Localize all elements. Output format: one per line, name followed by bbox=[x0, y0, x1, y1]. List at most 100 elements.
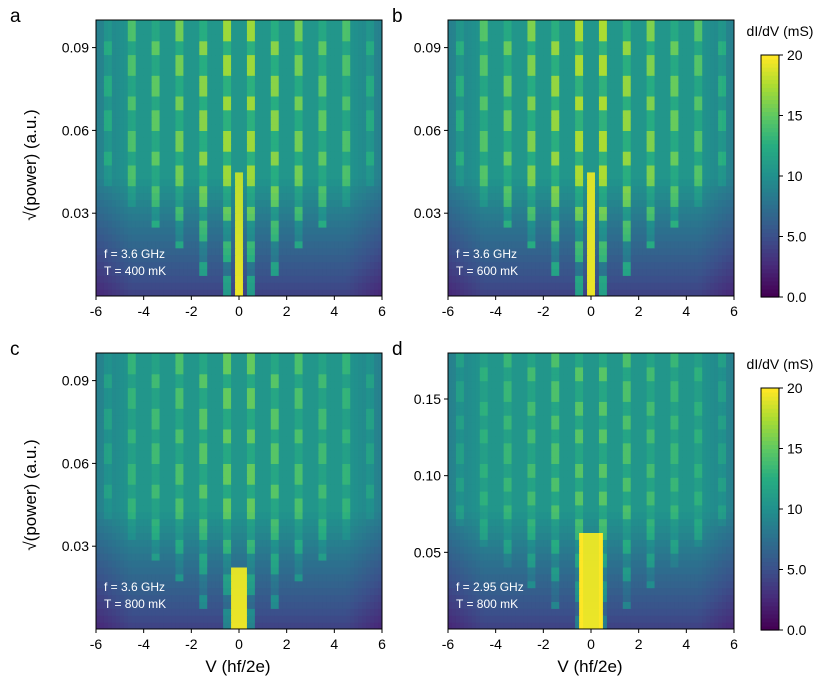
heatmap-cell bbox=[503, 240, 509, 249]
heatmap-cell bbox=[111, 33, 117, 42]
heatmap-cell bbox=[690, 151, 695, 159]
heatmap-cell bbox=[658, 171, 664, 180]
heatmap-cell bbox=[96, 61, 101, 69]
heatmap-cell bbox=[103, 227, 109, 235]
heatmap-cell bbox=[318, 26, 324, 35]
heatmap-cell bbox=[306, 26, 312, 35]
heatmap-cell bbox=[702, 130, 707, 138]
heatmap-cell bbox=[642, 130, 648, 138]
heatmap-cell bbox=[630, 213, 636, 221]
heatmap-cell bbox=[610, 158, 616, 166]
heatmap-cell bbox=[539, 233, 544, 242]
heatmap-cell bbox=[119, 109, 125, 118]
heatmap-cell bbox=[678, 144, 683, 152]
heatmap-cell bbox=[246, 116, 252, 125]
heatmap-cell bbox=[167, 261, 173, 269]
heatmap-cell bbox=[258, 68, 264, 76]
heatmap-cell bbox=[342, 275, 347, 283]
heatmap-cell bbox=[326, 268, 331, 276]
heatmap-cell bbox=[523, 109, 529, 118]
heatmap-cell bbox=[503, 247, 509, 256]
heatmap-cell bbox=[718, 130, 723, 138]
heatmap-cell bbox=[487, 282, 493, 290]
heatmap-cell bbox=[151, 178, 157, 187]
heatmap-cell bbox=[262, 268, 268, 276]
heatmap-cell bbox=[706, 109, 711, 118]
heatmap-cell bbox=[203, 199, 208, 207]
heatmap-cell bbox=[262, 275, 268, 283]
heatmap-cell bbox=[714, 220, 719, 228]
heatmap-cell bbox=[139, 227, 145, 235]
heatmap-cell bbox=[163, 26, 169, 35]
heatmap-cell bbox=[475, 102, 481, 111]
heatmap-cell bbox=[626, 227, 632, 235]
heatmap-cell bbox=[698, 102, 703, 111]
heatmap-cell bbox=[690, 240, 695, 249]
heatmap-cell bbox=[475, 268, 481, 276]
heatmap-cell bbox=[539, 261, 544, 269]
heatmap-cell bbox=[714, 261, 719, 269]
heatmap-cell bbox=[199, 68, 204, 76]
heatmap-cell bbox=[239, 240, 244, 249]
heatmap-cell bbox=[270, 68, 276, 76]
heatmap-cell bbox=[346, 164, 351, 173]
heatmap-cell bbox=[342, 227, 347, 235]
heatmap-cell bbox=[378, 233, 382, 242]
heatmap-cell bbox=[119, 268, 125, 276]
heatmap-cell bbox=[487, 144, 493, 152]
heatmap-cell bbox=[187, 220, 192, 228]
heatmap-cell bbox=[310, 151, 316, 159]
heatmap-cell bbox=[690, 282, 695, 290]
heatmap-cell bbox=[282, 227, 288, 235]
heatmap-cell bbox=[598, 289, 604, 296]
heatmap-cell bbox=[527, 95, 533, 104]
heatmap-cell bbox=[151, 95, 157, 104]
heatmap-cell bbox=[622, 220, 628, 228]
heatmap-cell bbox=[575, 213, 580, 221]
heatmap-cell bbox=[531, 227, 536, 235]
heatmap-cell bbox=[250, 102, 256, 111]
heatmap-cell bbox=[326, 254, 331, 263]
heatmap-cell bbox=[591, 261, 596, 269]
heatmap-cell bbox=[358, 233, 363, 242]
heatmap-cell bbox=[459, 151, 465, 159]
heatmap-cell bbox=[239, 192, 244, 200]
heatmap-cell bbox=[634, 199, 640, 207]
heatmap-cell bbox=[366, 123, 371, 131]
heatmap-cell bbox=[467, 240, 473, 249]
heatmap-cell bbox=[610, 171, 616, 180]
heatmap-cell bbox=[119, 213, 125, 221]
heatmap-cell bbox=[302, 95, 308, 104]
heatmap-cell bbox=[378, 178, 382, 187]
heatmap-cell bbox=[579, 130, 584, 138]
heatmap-cell bbox=[374, 247, 379, 256]
heatmap-cell bbox=[231, 137, 236, 145]
heatmap-cell bbox=[207, 158, 212, 166]
heatmap-cell bbox=[231, 213, 236, 221]
heatmap-cell bbox=[527, 109, 533, 118]
heatmap-cell bbox=[374, 185, 379, 194]
heatmap-cell bbox=[722, 233, 727, 242]
heatmap-cell bbox=[362, 178, 367, 187]
heatmap-cell bbox=[523, 102, 529, 111]
heatmap-cell bbox=[579, 137, 584, 145]
heatmap-cell bbox=[511, 261, 517, 269]
heatmap-cell bbox=[362, 213, 367, 221]
heatmap-cell bbox=[686, 206, 691, 214]
heatmap-cell bbox=[99, 185, 105, 194]
heatmap-cell bbox=[658, 206, 664, 214]
heatmap-cell bbox=[199, 289, 204, 296]
heatmap-cell bbox=[219, 137, 224, 145]
heatmap-cell bbox=[258, 109, 264, 118]
heatmap-cell bbox=[527, 123, 533, 131]
heatmap-cell bbox=[187, 178, 192, 187]
heatmap-cell bbox=[334, 61, 339, 69]
heatmap-cell bbox=[511, 171, 517, 180]
heatmap-cell bbox=[471, 102, 477, 111]
heatmap-cell bbox=[314, 151, 320, 159]
heatmap-cell bbox=[302, 199, 308, 207]
heatmap-cell bbox=[539, 220, 544, 228]
heatmap-cell bbox=[662, 289, 668, 296]
heatmap-cell bbox=[338, 178, 343, 187]
heatmap-cell bbox=[610, 199, 616, 207]
